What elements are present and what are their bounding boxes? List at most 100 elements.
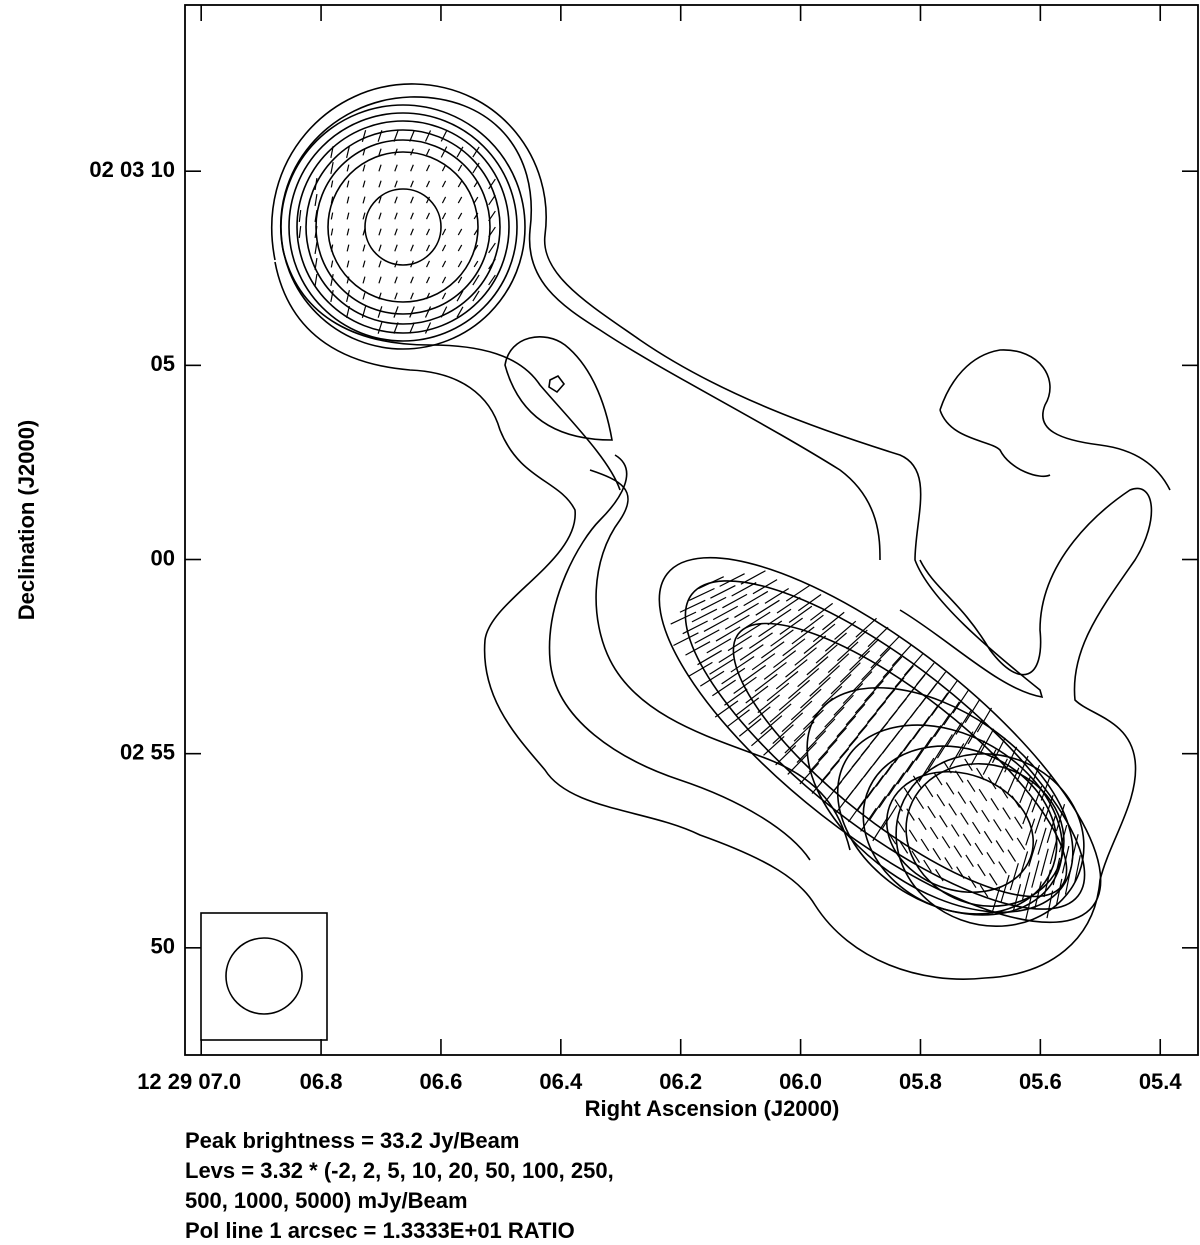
pol-vector <box>712 605 739 621</box>
pol-vector <box>718 647 743 663</box>
pol-vector <box>770 629 794 647</box>
pol-vector <box>670 611 697 625</box>
beam-box <box>200 912 328 1041</box>
pol-vector <box>410 244 414 252</box>
pol-vector <box>473 244 479 252</box>
pol-vector <box>967 719 983 745</box>
pol-vector <box>362 292 366 300</box>
pol-vector <box>330 289 334 303</box>
pol-vector <box>969 800 978 814</box>
pol-vector <box>425 260 431 268</box>
x-tick-label: 06.6 <box>420 1069 463 1094</box>
pol-vector <box>346 212 350 220</box>
pol-vector <box>346 164 350 172</box>
pol-vector <box>912 775 922 788</box>
pol-vector <box>699 670 725 687</box>
pol-vector <box>1012 884 1022 912</box>
pol-vector <box>748 706 771 725</box>
note: Levs = 3.32 * (-2, 2, 5, 10, 20, 50, 100… <box>185 1158 614 1183</box>
pol-vector <box>410 292 414 300</box>
pol-vector <box>933 772 943 786</box>
x-tick-label: 06.0 <box>779 1069 822 1094</box>
pol-vector <box>679 599 706 613</box>
x-axis-label: Right Ascension (J2000) <box>585 1096 840 1121</box>
pol-vector <box>1011 795 1021 808</box>
pol-vector <box>1028 839 1038 867</box>
pol-vector <box>472 274 480 286</box>
pol-vector <box>1037 827 1047 855</box>
pol-vector <box>394 244 398 252</box>
pol-vector <box>976 707 993 733</box>
pol-vector <box>794 647 817 666</box>
pol-vector <box>740 570 766 585</box>
pol-vector <box>457 228 463 236</box>
pol-vector <box>802 709 824 730</box>
pol-vector <box>393 306 399 318</box>
pol-vector <box>378 180 382 188</box>
pol-vector <box>876 689 896 712</box>
pol-vector <box>956 866 965 879</box>
pol-vector <box>836 641 859 662</box>
pol-vector <box>440 146 448 158</box>
pol-vector <box>346 180 350 188</box>
pol-vector <box>685 641 711 656</box>
pol-vector <box>698 576 724 590</box>
pol-vector <box>425 196 431 204</box>
pol-vector <box>846 629 868 650</box>
pol-vector <box>746 611 771 628</box>
pol-vector <box>899 841 909 854</box>
pol-vector <box>939 815 948 828</box>
pol-vector <box>836 715 857 738</box>
pol-vector <box>760 715 783 735</box>
pol-vector <box>790 700 813 721</box>
pol-vector <box>824 706 845 728</box>
pol-vector <box>703 617 729 632</box>
pol-vector <box>440 306 448 318</box>
pol-vector <box>812 623 836 643</box>
pol-vector <box>875 763 893 787</box>
pol-vector <box>772 724 794 744</box>
pol-vector <box>424 322 432 334</box>
pol-vector <box>864 680 884 702</box>
pol-vector <box>378 244 382 252</box>
pol-vector <box>758 620 783 638</box>
pol-vector <box>1014 816 1023 829</box>
pol-vector <box>1009 863 1019 891</box>
pol-vector <box>1071 834 1079 862</box>
pol-vector <box>346 244 350 252</box>
pol-vector <box>879 635 901 657</box>
pol-vector <box>824 632 847 652</box>
pol-vector <box>488 242 496 254</box>
pol-vector <box>738 718 762 737</box>
pol-vector <box>797 667 820 688</box>
pol-vector <box>441 260 447 268</box>
pol-vector <box>778 691 801 711</box>
pol-vector <box>425 180 431 188</box>
pol-vector <box>979 728 995 754</box>
pol-vector <box>314 241 318 255</box>
pol-vector <box>920 838 930 852</box>
note: 500, 1000, 5000) mJy/Beam <box>185 1188 468 1213</box>
pol-vector <box>894 739 912 764</box>
pol-vector <box>330 273 334 287</box>
pol-vector <box>957 791 967 804</box>
pol-vector <box>812 697 834 719</box>
pol-vector <box>425 164 431 172</box>
pol-vector <box>314 209 318 223</box>
pol-vector <box>394 148 398 156</box>
pol-vector <box>887 772 905 797</box>
pol-vector <box>710 584 736 599</box>
pol-vector <box>1028 764 1041 792</box>
pol-vector <box>721 667 746 685</box>
pol-vector <box>833 694 854 716</box>
pol-vector <box>682 620 708 635</box>
pol-vector <box>457 164 463 172</box>
pol-vector <box>1046 890 1054 919</box>
pol-vector <box>1022 797 1034 825</box>
pol-vector <box>1058 824 1068 853</box>
pol-vector <box>949 743 965 768</box>
pol-vector <box>330 228 334 236</box>
pol-vector <box>409 130 415 142</box>
pol-vector <box>488 226 496 238</box>
